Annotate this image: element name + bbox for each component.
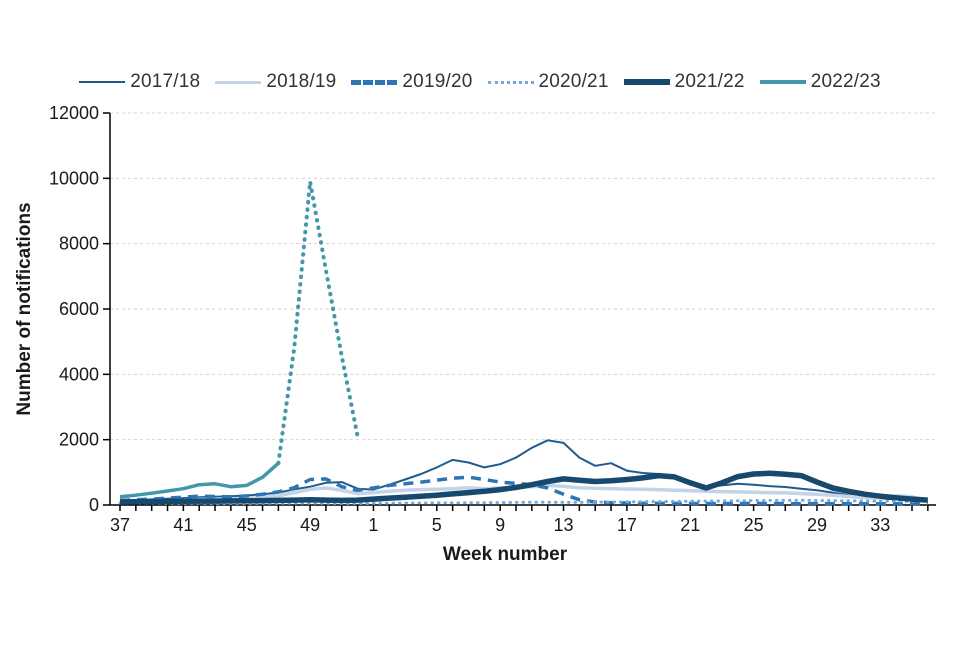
legend-swatch-solid xyxy=(79,81,126,83)
legend-label: 2019/20 xyxy=(402,71,473,92)
x-axis-title: Week number xyxy=(443,544,568,565)
legend-item-2020-21: 2020/21 xyxy=(487,71,609,93)
legend-label: 2017/18 xyxy=(130,71,201,92)
y-tick-label: 6000 xyxy=(59,299,99,319)
x-tick-label: 17 xyxy=(617,515,637,535)
series-lines xyxy=(118,179,930,506)
legend-swatch-solid xyxy=(759,80,806,84)
x-tick-label: 5 xyxy=(432,515,442,535)
x-tick-label: 33 xyxy=(870,515,890,535)
legend-swatch-dashed xyxy=(351,79,398,85)
x-tick-label: 25 xyxy=(744,515,764,535)
x-tick-label: 13 xyxy=(554,515,574,535)
y-tick-label: 12000 xyxy=(49,103,99,123)
legend-item-2021-22: 2021/22 xyxy=(623,71,745,93)
legend-item-2017-18: 2017/18 xyxy=(79,71,200,93)
series-line-2021/22 xyxy=(119,470,928,505)
x-tick-label: 21 xyxy=(680,515,700,535)
legend-swatch-dotted xyxy=(487,80,534,84)
series-line-2022/23-dotted xyxy=(276,179,360,466)
y-tick-label: 8000 xyxy=(59,234,99,254)
y-tick-label: 4000 xyxy=(59,364,99,384)
x-tick-label: 29 xyxy=(807,515,827,535)
x-tick-label: 41 xyxy=(173,515,193,535)
y-axis-title: Number of notifications xyxy=(14,202,35,415)
legend-swatch-solid xyxy=(623,79,670,85)
y-tick-label: 10000 xyxy=(49,168,99,188)
legend-swatch-solid xyxy=(215,80,262,84)
x-tick-label: 45 xyxy=(237,515,257,535)
legend: 2017/18 2018/19 2019/20 2020/21 2021/22 2022/… xyxy=(0,66,960,98)
y-tick-label: 0 xyxy=(89,495,99,515)
legend-label: 2018/19 xyxy=(266,71,337,92)
legend-label: 2020/21 xyxy=(538,71,609,92)
axes: 0 2000 4000 6000 8000 10000 12000 37 41 45 49 1 5 9 13… xyxy=(49,103,936,535)
y-tick-label: 2000 xyxy=(59,430,99,450)
series-line-2020/21 xyxy=(118,498,930,505)
legend-label: 2022/23 xyxy=(810,71,881,92)
x-tick-label: 37 xyxy=(110,515,130,535)
legend-item-2022-23: 2022/23 xyxy=(759,71,881,93)
series-line-2022/23-solid xyxy=(119,461,280,499)
legend-item-2018-19: 2018/19 xyxy=(215,71,336,93)
series-line-2017/18 xyxy=(119,439,928,503)
legend-label: 2021/22 xyxy=(674,71,745,92)
x-tick-label: 49 xyxy=(300,515,320,535)
x-tick-label: 1 xyxy=(368,515,378,535)
x-tick-label: 9 xyxy=(495,515,505,535)
gridlines xyxy=(110,112,936,441)
legend-item-2019-20: 2019/20 xyxy=(351,71,472,93)
